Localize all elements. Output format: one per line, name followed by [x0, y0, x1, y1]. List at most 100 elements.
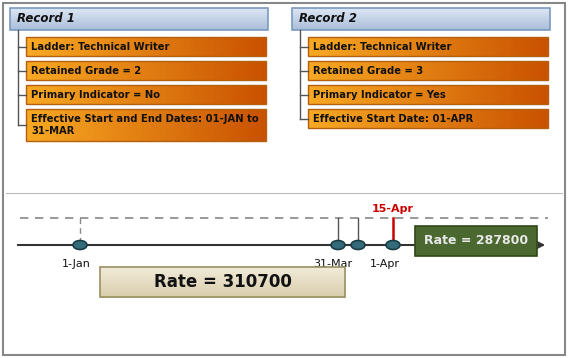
Bar — [31, 85, 36, 104]
Bar — [107, 61, 113, 80]
Bar — [242, 61, 247, 80]
Bar — [529, 109, 534, 128]
Bar — [151, 61, 156, 80]
Bar — [50, 61, 55, 80]
Bar — [165, 85, 170, 104]
Bar — [127, 61, 132, 80]
Bar — [533, 85, 539, 104]
Bar — [79, 37, 84, 56]
Bar — [292, 28, 550, 29]
Bar — [318, 61, 323, 80]
Bar — [457, 61, 462, 80]
Bar — [100, 274, 345, 276]
Bar — [189, 85, 194, 104]
Bar — [292, 8, 550, 9]
Bar — [237, 109, 243, 141]
Bar — [370, 109, 375, 128]
Bar — [228, 37, 233, 56]
Bar — [127, 109, 132, 141]
Bar — [79, 109, 84, 141]
Bar — [256, 109, 262, 141]
Bar — [93, 37, 98, 56]
Bar — [323, 109, 328, 128]
Bar — [55, 37, 60, 56]
Bar — [213, 37, 219, 56]
Bar — [466, 37, 471, 56]
Bar — [237, 61, 243, 80]
Bar — [136, 37, 141, 56]
Bar — [442, 37, 448, 56]
Bar — [292, 9, 550, 10]
Bar — [26, 85, 31, 104]
Bar — [40, 37, 45, 56]
Bar — [423, 109, 428, 128]
Bar — [346, 109, 352, 128]
Bar — [370, 37, 375, 56]
Bar — [10, 11, 268, 12]
Bar — [351, 85, 357, 104]
Bar — [399, 85, 404, 104]
Bar — [100, 293, 345, 295]
Bar — [409, 61, 414, 80]
Bar — [486, 109, 491, 128]
Bar — [170, 85, 176, 104]
Bar — [100, 282, 345, 284]
Bar — [160, 37, 166, 56]
Bar — [356, 37, 361, 56]
Bar — [170, 37, 176, 56]
Bar — [394, 85, 400, 104]
Bar — [318, 85, 323, 104]
Bar — [165, 109, 170, 141]
Bar — [100, 291, 345, 292]
Bar — [156, 37, 161, 56]
Bar — [292, 15, 550, 16]
Bar — [83, 61, 89, 80]
Bar — [69, 109, 74, 141]
Bar — [337, 109, 342, 128]
Bar — [199, 109, 204, 141]
Text: Retained Grade = 3: Retained Grade = 3 — [313, 66, 423, 76]
Bar — [538, 85, 544, 104]
Bar — [151, 37, 156, 56]
Bar — [203, 109, 209, 141]
Bar — [308, 109, 314, 128]
Bar — [100, 270, 345, 271]
Bar — [346, 85, 352, 104]
Bar — [122, 109, 127, 141]
Bar — [93, 61, 98, 80]
Text: Retained Grade = 2: Retained Grade = 2 — [31, 66, 141, 76]
Text: 1-Apr: 1-Apr — [370, 259, 400, 269]
Bar — [69, 61, 74, 80]
Ellipse shape — [386, 241, 400, 250]
Bar — [529, 85, 534, 104]
Bar — [242, 85, 247, 104]
Bar — [332, 109, 337, 128]
Bar — [366, 37, 371, 56]
Bar — [505, 109, 510, 128]
Bar — [165, 61, 170, 80]
Bar — [185, 61, 190, 80]
Bar — [442, 109, 448, 128]
Bar — [10, 8, 268, 9]
Bar — [170, 61, 176, 80]
Bar — [122, 37, 127, 56]
Bar — [100, 280, 345, 281]
Bar — [433, 37, 438, 56]
Text: Effective Start Date: 01-APR: Effective Start Date: 01-APR — [313, 113, 473, 124]
Bar — [232, 85, 237, 104]
Bar — [486, 37, 491, 56]
Bar — [414, 61, 419, 80]
Bar — [543, 37, 549, 56]
Bar — [495, 109, 500, 128]
Bar — [98, 37, 103, 56]
Bar — [112, 37, 118, 56]
Bar — [394, 37, 400, 56]
Bar — [442, 85, 448, 104]
Bar — [471, 109, 477, 128]
Bar — [117, 61, 123, 80]
Bar — [100, 289, 345, 290]
Bar — [208, 61, 214, 80]
Bar — [160, 109, 166, 141]
Bar — [189, 61, 194, 80]
Bar — [36, 109, 41, 141]
